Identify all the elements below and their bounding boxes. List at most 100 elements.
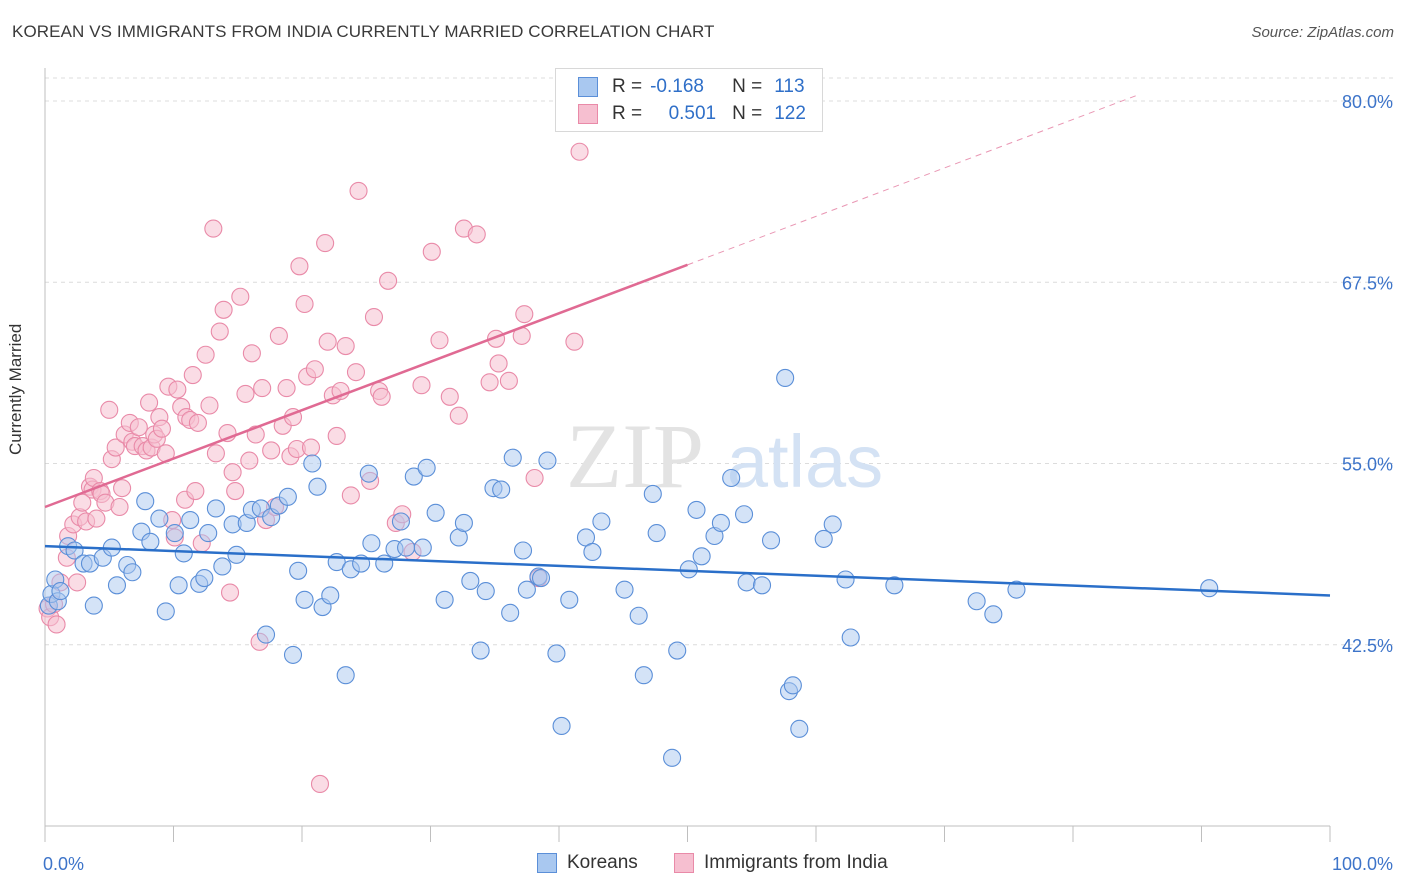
korean-point bbox=[984, 605, 1003, 624]
india-points bbox=[38, 142, 589, 794]
korean-point bbox=[174, 544, 193, 563]
korean-point bbox=[426, 503, 445, 522]
india-point bbox=[236, 384, 255, 403]
korean-point bbox=[841, 628, 860, 647]
india-point bbox=[113, 479, 132, 498]
korean-point bbox=[592, 512, 611, 531]
y-tick-label: 80.0% bbox=[1342, 92, 1393, 112]
legend-swatch-india bbox=[674, 853, 694, 873]
series-legend: Koreans Immigrants from India bbox=[0, 852, 1406, 878]
korean-point bbox=[303, 454, 322, 473]
korean-point bbox=[359, 464, 378, 483]
india-point bbox=[310, 774, 330, 794]
legend-item-koreans[interactable]: Koreans bbox=[537, 852, 638, 874]
korean-point bbox=[256, 625, 276, 644]
india-point bbox=[68, 573, 87, 592]
legend-r-value: 0.501 bbox=[668, 103, 717, 124]
korean-point bbox=[289, 561, 308, 580]
india-point bbox=[223, 463, 242, 482]
korean-point bbox=[413, 538, 432, 557]
india-point bbox=[364, 307, 384, 327]
korean-point bbox=[538, 451, 557, 470]
korean-point bbox=[150, 509, 169, 528]
korean-point bbox=[615, 580, 634, 599]
legend-swatch-koreans bbox=[578, 77, 598, 97]
india-point bbox=[214, 300, 233, 319]
india-point bbox=[341, 486, 360, 505]
india-point bbox=[449, 406, 468, 425]
india-point bbox=[515, 305, 534, 324]
korean-point bbox=[195, 568, 214, 588]
india-point bbox=[188, 413, 207, 432]
korean-point bbox=[668, 641, 687, 660]
korean-point bbox=[107, 576, 127, 595]
india-point bbox=[305, 360, 324, 379]
korean-point bbox=[435, 590, 454, 609]
korean-point bbox=[734, 505, 754, 524]
india-point bbox=[467, 225, 486, 244]
india-point bbox=[204, 219, 223, 238]
korean-point bbox=[362, 534, 381, 553]
korean-point bbox=[687, 500, 706, 519]
korean-point bbox=[647, 524, 666, 543]
korean-point bbox=[547, 644, 566, 663]
korean-point bbox=[1007, 580, 1026, 599]
korean-point bbox=[169, 576, 188, 595]
india-point bbox=[301, 438, 321, 457]
korean-point bbox=[181, 510, 200, 530]
india-point bbox=[525, 468, 544, 488]
korean-point bbox=[454, 513, 473, 533]
india-point bbox=[570, 142, 589, 161]
legend-n-label: N = bbox=[732, 103, 763, 124]
korean-point bbox=[967, 592, 986, 611]
watermark-zip: ZIP bbox=[566, 405, 704, 507]
legend-n-label: N = bbox=[732, 76, 763, 97]
legend-item-india[interactable]: Immigrants from India bbox=[674, 852, 888, 874]
y-tick-labels: 42.5% 55.0% 67.5% 80.0% bbox=[1342, 92, 1393, 656]
watermark: ZIP atlas bbox=[566, 405, 883, 507]
india-point bbox=[129, 418, 148, 437]
korean-point bbox=[836, 570, 855, 589]
india-point bbox=[220, 583, 240, 602]
india-point bbox=[106, 438, 125, 457]
korean-point bbox=[476, 582, 495, 601]
india-point bbox=[290, 257, 309, 276]
korean-point bbox=[397, 538, 416, 557]
india-point bbox=[440, 387, 459, 406]
korean-point bbox=[84, 596, 103, 615]
korean-point bbox=[123, 563, 142, 582]
korean-point bbox=[583, 542, 602, 562]
india-point bbox=[430, 331, 449, 350]
india-point bbox=[379, 271, 398, 290]
korean-point bbox=[199, 524, 218, 543]
india-point bbox=[196, 345, 215, 364]
korean-point bbox=[885, 576, 904, 595]
korean-point bbox=[503, 448, 522, 467]
legend-swatch-koreans bbox=[537, 853, 557, 873]
x-tick-label-max: 100.0% bbox=[1332, 854, 1393, 874]
korean-point bbox=[308, 477, 327, 496]
india-point bbox=[565, 332, 584, 351]
korean-point bbox=[517, 580, 536, 599]
trend-lines bbox=[44, 94, 1331, 597]
legend-r-value: -0.168 bbox=[650, 76, 704, 97]
gridlines bbox=[45, 77, 1395, 646]
correlation-legend: R = -0.168 N = 113 R = 0.501 N = 122 bbox=[555, 68, 823, 132]
korean-point bbox=[295, 590, 314, 609]
korean-point bbox=[156, 602, 175, 621]
korean-point bbox=[722, 468, 741, 488]
korean-trend-line bbox=[44, 544, 1331, 597]
korean-point bbox=[692, 547, 711, 566]
legend-r-label: R = bbox=[612, 103, 643, 124]
korean-point bbox=[737, 573, 756, 592]
korean-point bbox=[471, 641, 490, 660]
india-point bbox=[253, 379, 272, 398]
india-point bbox=[152, 419, 171, 438]
india-point bbox=[242, 344, 261, 363]
india-point bbox=[277, 379, 296, 398]
legend-label-india: Immigrants from India bbox=[704, 852, 888, 873]
korean-point bbox=[761, 531, 781, 550]
korean-point bbox=[823, 515, 842, 534]
india-point bbox=[316, 234, 335, 253]
